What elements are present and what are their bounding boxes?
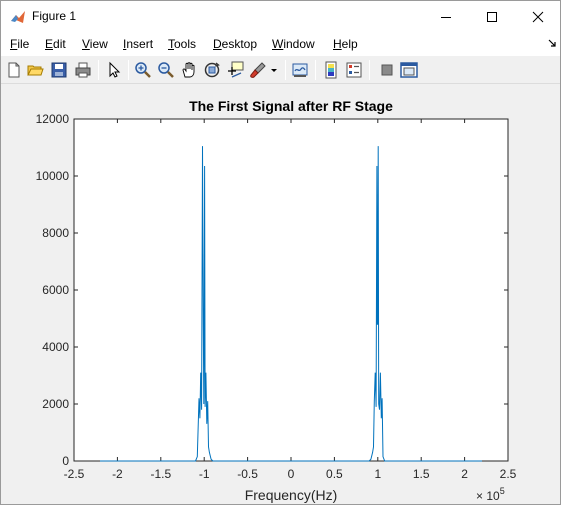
figure-canvas: -2.5 -2 -1.5 -1 -0.5 0 0.5 1 1.5 2 2.5 0 2000 4000 600… [1, 85, 560, 504]
toolbar [1, 56, 560, 84]
toolbar-separator [128, 60, 129, 80]
x-tick-label: 2 [461, 467, 468, 481]
axes-ticks: -2.5 -2 -1.5 -1 -0.5 0 0.5 1 1.5 2 2.5 0 2000 4000 600… [36, 112, 517, 481]
y-tick-label: 10000 [36, 169, 70, 183]
show-plot-tools-icon[interactable] [400, 61, 418, 79]
pan-hand-icon[interactable] [180, 61, 198, 79]
insert-colorbar-icon[interactable] [322, 61, 340, 79]
hide-plot-tools-icon[interactable] [378, 61, 396, 79]
y-tick-label: 4000 [42, 340, 69, 354]
plot-title: The First Signal after RF Stage [189, 98, 393, 114]
x-tick-label: 2.5 [500, 467, 517, 481]
maximize-button[interactable] [469, 1, 515, 32]
link-plot-icon[interactable] [291, 61, 309, 79]
x-exponent-base: × 10 [476, 489, 500, 503]
menu-desktop[interactable]: Desktop [213, 37, 258, 51]
toolbar-separator [285, 60, 286, 80]
menu-window[interactable]: Window [272, 37, 315, 51]
y-tick-label: 8000 [42, 226, 69, 240]
y-tick-label: 2000 [42, 397, 69, 411]
menu-insert[interactable]: Insert [123, 37, 154, 51]
menu-bar: File Edit View Insert Tools Desktop Wind… [1, 32, 560, 56]
close-icon [532, 11, 544, 22]
brush-dropdown-icon[interactable] [269, 61, 279, 79]
matlab-icon [11, 11, 25, 23]
y-tick-label: 6000 [42, 283, 69, 297]
x-exponent-label: × 105 [476, 486, 505, 503]
menu-file[interactable]: File [10, 37, 30, 51]
plot-area: -2.5 -2 -1.5 -1 -0.5 0 0.5 1 1.5 2 2.5 0 2000 4000 600… [36, 98, 517, 503]
signal-line [100, 146, 482, 462]
menu-tools[interactable]: Tools [168, 37, 197, 51]
menu-help[interactable]: Help [333, 37, 358, 51]
close-button[interactable] [515, 1, 561, 32]
maximize-icon [487, 11, 497, 22]
menu-edit[interactable]: Edit [45, 37, 66, 51]
x-tick-label: 1.5 [413, 467, 430, 481]
window-title: Figure 1 [32, 9, 77, 23]
print-icon[interactable] [74, 61, 92, 79]
data-cursor-icon[interactable] [226, 61, 244, 79]
y-tick-label: 12000 [36, 112, 70, 126]
x-tick-label: -2.5 [64, 467, 85, 481]
brush-icon[interactable] [249, 61, 267, 79]
title-bar: Figure 1 [1, 1, 560, 32]
save-icon[interactable] [50, 61, 68, 79]
menu-view[interactable]: View [82, 37, 108, 51]
x-tick-label: -1.5 [150, 467, 171, 481]
dock-arrow-icon[interactable] [547, 38, 557, 48]
y-tick-label: 0 [62, 454, 69, 468]
toolbar-separator [98, 60, 99, 80]
x-tick-label: 0.5 [326, 467, 343, 481]
zoom-in-icon[interactable] [134, 61, 152, 79]
toolbar-separator [315, 60, 316, 80]
open-file-icon[interactable] [26, 61, 44, 79]
x-axis-label: Frequency(Hz) [245, 487, 338, 503]
edit-plot-arrow-icon[interactable] [105, 61, 123, 79]
x-tick-label: 0 [288, 467, 295, 481]
axes-background[interactable] [73, 118, 509, 462]
insert-legend-icon[interactable] [345, 61, 363, 79]
rotate-3d-icon[interactable] [203, 61, 221, 79]
x-tick-label: -1 [199, 467, 210, 481]
zoom-out-icon[interactable] [157, 61, 175, 79]
minimize-icon [441, 16, 451, 18]
x-tick-label: 1 [374, 467, 381, 481]
toolbar-separator [369, 60, 370, 80]
minimize-button[interactable] [423, 1, 469, 32]
new-figure-icon[interactable] [5, 61, 23, 79]
x-tick-label: -0.5 [237, 467, 258, 481]
x-tick-label: -2 [112, 467, 123, 481]
x-exponent-power: 5 [500, 486, 505, 496]
